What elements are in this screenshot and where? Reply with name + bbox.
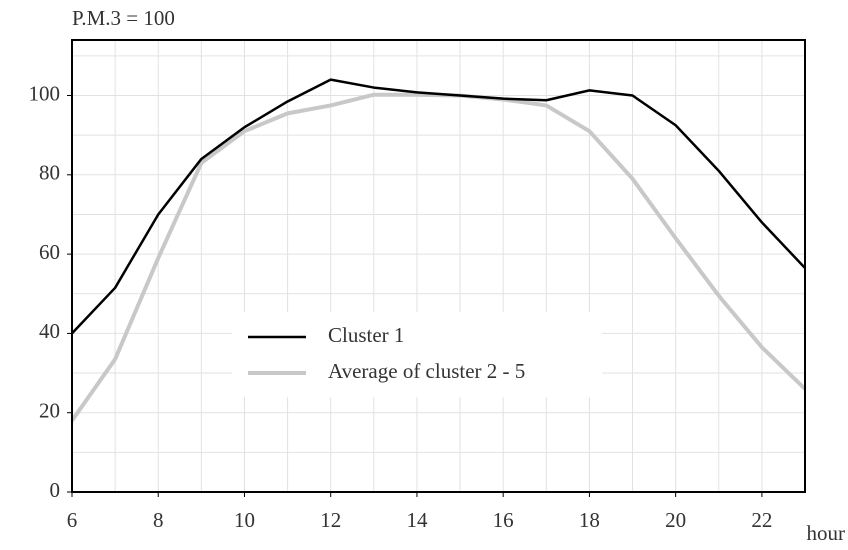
- x-tick-label: 10: [234, 508, 255, 532]
- x-tick-label: 22: [751, 508, 772, 532]
- y-axis-label: P.M.3 = 100: [72, 6, 175, 30]
- x-tick-label: 8: [153, 508, 164, 532]
- y-tick-label: 100: [29, 81, 61, 105]
- x-tick-label: 20: [665, 508, 686, 532]
- y-tick-label: 20: [39, 399, 60, 423]
- y-tick-label: 80: [39, 161, 60, 185]
- y-tick-label: 0: [50, 478, 61, 502]
- legend-label: Cluster 1: [328, 323, 404, 347]
- plot-frame: [71, 39, 806, 493]
- legend-label: Average of cluster 2 - 5: [328, 359, 525, 383]
- x-tick-label: 12: [320, 508, 341, 532]
- series-line: [71, 78, 806, 335]
- x-tick-label: 18: [579, 508, 600, 532]
- x-tick-label: 16: [493, 508, 514, 532]
- x-tick-label: 6: [67, 508, 78, 532]
- y-tick-label: 40: [39, 319, 60, 343]
- legend-box: [232, 312, 602, 397]
- x-tick-label: 14: [406, 508, 428, 532]
- x-axis-label: hour: [807, 521, 846, 545]
- y-tick-label: 60: [39, 240, 60, 264]
